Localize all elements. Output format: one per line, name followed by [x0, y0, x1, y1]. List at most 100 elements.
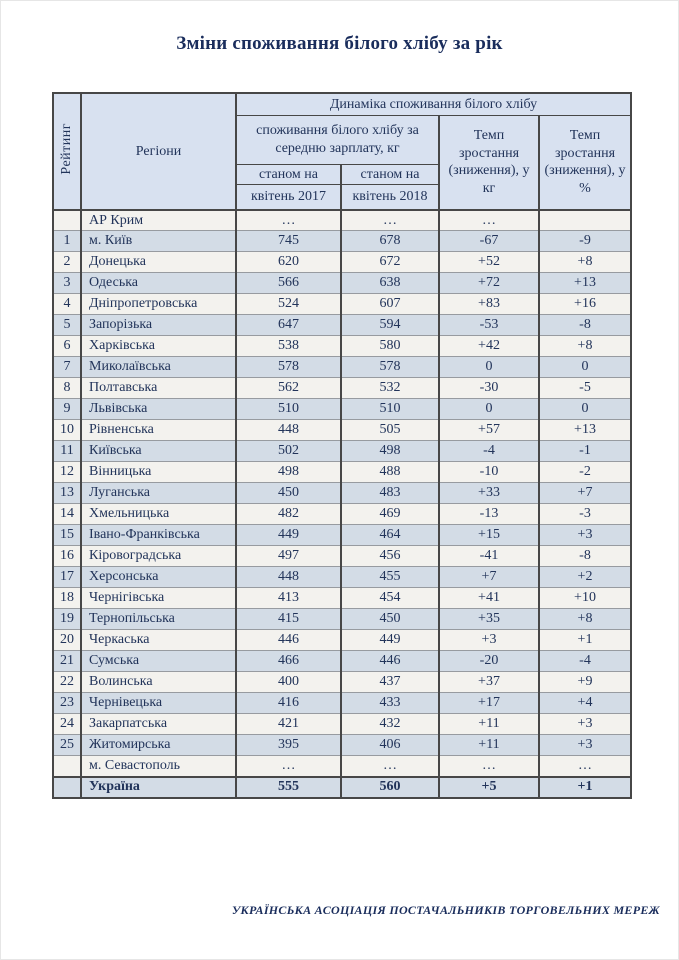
value-2017-cell: 555 — [235, 775, 342, 798]
delta-pct-cell: +3 — [538, 713, 632, 735]
delta-pct-cell — [538, 208, 632, 231]
region-cell: Миколаївська — [80, 356, 237, 378]
table-row: 16 Кіровоградська 497 456 -41 -8 — [52, 545, 632, 567]
rank-cell: 20 — [52, 629, 82, 651]
delta-pct-cell: +4 — [538, 692, 632, 714]
header-rating-label: Рейтинг — [59, 122, 75, 175]
header-row-2: споживання білого хлібу за середню зарпл… — [53, 114, 632, 210]
value-2018-cell: 607 — [340, 293, 440, 315]
value-2018-cell: 594 — [340, 314, 440, 336]
region-cell: Житомирська — [80, 734, 237, 756]
delta-kg-cell: -30 — [438, 377, 540, 399]
value-2018-cell: 454 — [340, 587, 440, 609]
delta-kg-cell: +33 — [438, 482, 540, 504]
table-row: 18 Чернігівська 413 454 +41 +10 — [52, 587, 632, 609]
header-row-4: квітень 2017 квітень 2018 — [53, 184, 631, 210]
region-cell: м. Київ — [80, 230, 237, 252]
delta-pct-cell: +1 — [538, 629, 632, 651]
table-row: 10 Рівненська 448 505 +57 +13 — [52, 419, 632, 441]
value-2018-cell: 446 — [340, 650, 440, 672]
rank-cell: 3 — [52, 272, 82, 294]
rank-cell: 23 — [52, 692, 82, 714]
table-row: 20 Черкаська 446 449 +3 +1 — [52, 629, 632, 651]
header-as-of-2017: станом на — [235, 163, 342, 185]
rank-cell: 2 — [52, 251, 82, 273]
table-row: 23 Чернівецька 416 433 +17 +4 — [52, 692, 632, 714]
value-2017-cell: … — [235, 755, 342, 777]
table-row: м. Севастополь………… — [52, 755, 632, 777]
value-2018-cell: … — [340, 755, 440, 777]
table-row: 11 Київська 502 498 -4 -1 — [52, 440, 632, 462]
delta-kg-cell: +72 — [438, 272, 540, 294]
value-2017-cell: 466 — [235, 650, 342, 672]
rank-cell: 15 — [52, 524, 82, 546]
region-cell: АР Крим — [80, 208, 237, 231]
rank-cell: 9 — [52, 398, 82, 420]
delta-kg-cell: +57 — [438, 419, 540, 441]
rank-cell: 18 — [52, 587, 82, 609]
region-cell: Івано-Франківська — [80, 524, 237, 546]
region-cell: Волинська — [80, 671, 237, 693]
rank-cell: 8 — [52, 377, 82, 399]
delta-pct-cell: 0 — [538, 398, 632, 420]
header-regions: Регіони — [80, 92, 237, 210]
rank-cell: 17 — [52, 566, 82, 588]
header-as-of-2018: станом на — [340, 163, 440, 185]
delta-kg-cell: +3 — [438, 629, 540, 651]
rank-cell: 25 — [52, 734, 82, 756]
table-row: 1 м. Київ 745 678 -67 -9 — [52, 230, 632, 252]
region-cell: Тернопільська — [80, 608, 237, 630]
rank-cell: 24 — [52, 713, 82, 735]
value-2018-cell: 469 — [340, 503, 440, 525]
value-2017-cell: 413 — [235, 587, 342, 609]
region-cell: Україна — [80, 775, 237, 798]
delta-kg-cell: -67 — [438, 230, 540, 252]
region-cell: Запорізька — [80, 314, 237, 336]
delta-kg-cell: +11 — [438, 734, 540, 756]
table-row: 22 Волинська 400 437 +37 +9 — [52, 671, 632, 693]
value-2017-cell: 578 — [235, 356, 342, 378]
region-cell: Херсонська — [80, 566, 237, 588]
rank-cell: 1 — [52, 230, 82, 252]
table-row: 21 Сумська 466 446 -20 -4 — [52, 650, 632, 672]
rank-cell — [52, 775, 82, 798]
value-2018-cell: 456 — [340, 545, 440, 567]
rank-cell: 21 — [52, 650, 82, 672]
rank-cell: 7 — [52, 356, 82, 378]
delta-kg-cell: +42 — [438, 335, 540, 357]
region-cell: Дніпропетровська — [80, 293, 237, 315]
delta-kg-cell: 0 — [438, 356, 540, 378]
delta-kg-cell: 0 — [438, 398, 540, 420]
value-2017-cell: 448 — [235, 419, 342, 441]
value-2017-cell: 498 — [235, 461, 342, 483]
region-cell: Київська — [80, 440, 237, 462]
delta-pct-cell: -2 — [538, 461, 632, 483]
table-row: 3 Одеська 566 638 +72 +13 — [52, 272, 632, 294]
delta-kg-cell: -4 — [438, 440, 540, 462]
delta-pct-cell: +13 — [538, 272, 632, 294]
region-cell: Чернівецька — [80, 692, 237, 714]
delta-pct-cell: +10 — [538, 587, 632, 609]
value-2017-cell: 448 — [235, 566, 342, 588]
delta-pct-cell: -8 — [538, 314, 632, 336]
region-cell: Вінницька — [80, 461, 237, 483]
delta-kg-cell: +37 — [438, 671, 540, 693]
header-consumption: споживання білого хлібу за середню зарпл… — [235, 114, 440, 165]
value-2018-cell: 498 — [340, 440, 440, 462]
value-2018-cell: 449 — [340, 629, 440, 651]
table-row: АР Крим……… — [52, 208, 632, 231]
value-2017-cell: 647 — [235, 314, 342, 336]
value-2017-cell: 510 — [235, 398, 342, 420]
region-cell: Закарпатська — [80, 713, 237, 735]
region-cell: м. Севастополь — [80, 755, 237, 777]
value-2017-cell: 745 — [235, 230, 342, 252]
delta-kg-cell: +52 — [438, 251, 540, 273]
value-2018-cell: 455 — [340, 566, 440, 588]
value-2017-cell: 497 — [235, 545, 342, 567]
delta-pct-cell: +7 — [538, 482, 632, 504]
value-2018-cell: 437 — [340, 671, 440, 693]
page-title: Зміни споживання білого хлібу за рік — [176, 33, 503, 54]
delta-kg-cell: +41 — [438, 587, 540, 609]
table-row: 8 Полтавська 562 532 -30 -5 — [52, 377, 632, 399]
region-cell: Сумська — [80, 650, 237, 672]
